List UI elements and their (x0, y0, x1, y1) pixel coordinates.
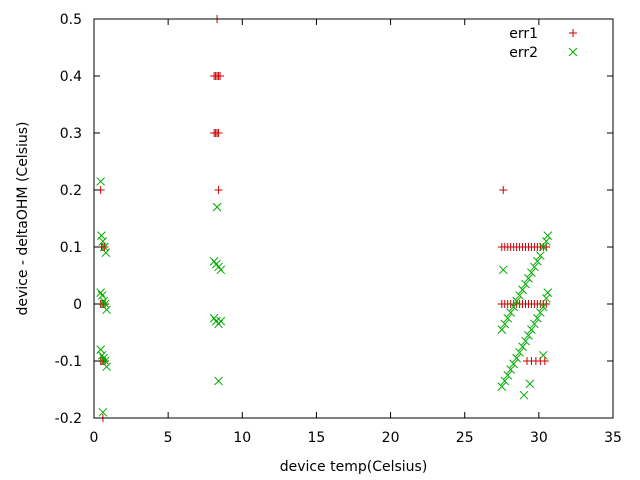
data-point (214, 129, 223, 137)
data-point (216, 316, 226, 326)
data-point (530, 319, 539, 329)
data-point (518, 342, 527, 352)
data-point (214, 186, 223, 194)
data-point (214, 376, 223, 386)
data-point (524, 330, 533, 340)
data-point (101, 248, 111, 258)
data-point (96, 288, 106, 297)
y-tick-label: 0 (73, 297, 82, 313)
data-point (216, 72, 225, 80)
data-point (530, 262, 539, 272)
legend-marker-err2 (568, 47, 578, 57)
x-tick-label: 30 (530, 430, 548, 446)
data-point (527, 325, 536, 335)
data-point (503, 370, 513, 380)
data-point (512, 353, 521, 363)
x-tick-label: 25 (456, 430, 474, 446)
data-point (503, 313, 513, 323)
x-axis-label: device temp(Celsius) (280, 459, 428, 475)
data-point (541, 236, 551, 246)
data-point (100, 299, 110, 309)
x-tick-label: 10 (233, 430, 251, 446)
data-point (518, 285, 527, 295)
y-tick-label: -0.2 (55, 411, 82, 427)
series-err1 (96, 15, 551, 422)
x-tick-label: 35 (604, 430, 622, 446)
data-point (515, 348, 524, 357)
x-tick-label: 0 (90, 430, 99, 446)
x-tick-label: 5 (164, 430, 173, 446)
data-point (97, 231, 106, 240)
data-point (100, 242, 109, 252)
data-point (538, 242, 548, 252)
legend-label-err2: err2 (509, 45, 538, 61)
data-point (506, 308, 516, 317)
data-point (540, 357, 549, 365)
y-tick-label: 0.1 (60, 240, 82, 256)
data-point (499, 186, 508, 194)
data-point (509, 359, 519, 369)
data-point (497, 382, 507, 392)
axis-ticks: 0 5 10 15 20 25 30 35 -0.2 -0.1 0 0.1 0.2 0.3 0.4 0.5 (55, 12, 622, 446)
data-point (500, 319, 510, 329)
data-point (533, 313, 542, 323)
data-point (527, 268, 536, 278)
data-point (98, 236, 108, 246)
data-point (99, 296, 108, 306)
data-point (216, 265, 226, 275)
data-point (506, 365, 516, 374)
data-point (521, 336, 530, 346)
y-tick-label: -0.1 (55, 354, 82, 370)
data-point (538, 350, 548, 360)
plot-marks (96, 15, 553, 422)
plot-frame (93, 18, 614, 419)
y-tick-label: 0.3 (60, 126, 82, 142)
data-point (99, 353, 108, 363)
y-tick-label: 0.4 (60, 69, 82, 85)
data-point (98, 407, 108, 417)
data-point (96, 177, 106, 186)
data-point (515, 291, 524, 300)
data-point (102, 362, 111, 372)
data-point (509, 302, 519, 312)
data-point (97, 350, 107, 360)
data-point (100, 356, 110, 366)
data-point (519, 390, 529, 400)
data-point (535, 308, 545, 317)
data-point (97, 291, 107, 300)
y-tick-label: 0.2 (60, 183, 82, 199)
data-point (102, 305, 111, 315)
series-err2 (96, 177, 553, 417)
legend-label-err1: err1 (509, 26, 538, 42)
data-point (212, 202, 222, 212)
data-point (497, 325, 507, 335)
data-point (533, 256, 542, 266)
data-point (543, 231, 553, 240)
legend: err1 err2 (509, 26, 578, 61)
data-point (512, 296, 521, 306)
y-tick-label: 0.5 (60, 12, 82, 28)
data-point (541, 293, 551, 303)
x-tick-label: 15 (308, 430, 326, 446)
data-point (535, 251, 545, 260)
data-point (498, 265, 508, 275)
data-point (521, 279, 530, 289)
data-point (525, 379, 535, 389)
data-point (500, 376, 510, 386)
data-point (524, 273, 533, 283)
data-point (543, 288, 553, 297)
legend-marker-err1 (569, 29, 577, 37)
data-point (538, 302, 548, 312)
data-point (96, 345, 106, 354)
x-tick-label: 20 (382, 430, 400, 446)
y-axis-label: device - deltaOHM (Celsius) (15, 121, 31, 315)
